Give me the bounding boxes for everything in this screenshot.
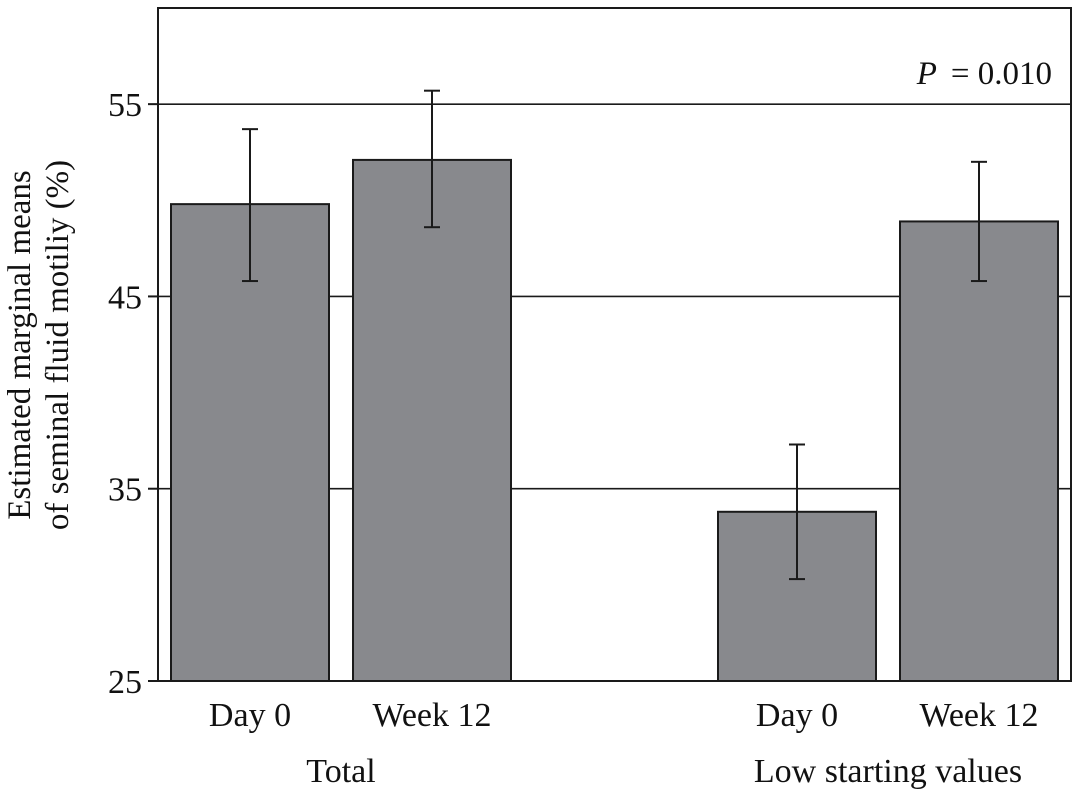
y-tick-label-25: 25 (108, 664, 142, 701)
bars (170, 158, 1059, 683)
y-axis-ticks: 25 35 45 55 (108, 87, 158, 701)
category-label-1-1: Week 12 (919, 697, 1038, 734)
category-label-0-0: Day 0 (209, 697, 291, 734)
bar-0-0 (170, 203, 330, 682)
y-tick-label-35: 35 (108, 472, 142, 509)
category-label-1-0: Day 0 (756, 697, 838, 734)
p-value-annotation: P = 0.010 (916, 56, 1052, 92)
bar-1-1 (899, 220, 1059, 683)
p-value-number: = 0.010 (951, 56, 1052, 92)
y-axis-title-line-1: Estimated marginal means (2, 170, 38, 519)
x-axis-labels: Day 0 Week 12 Total Day 0 Week 12 Low startin… (209, 697, 1039, 790)
group-label-1: Low starting values (754, 753, 1022, 790)
y-axis-title-line-2: of seminal fluid motiliy (%) (40, 160, 76, 530)
y-tick-label-55: 55 (108, 87, 142, 124)
error-bars (242, 89, 987, 581)
y-tick-label-45: 45 (108, 279, 142, 316)
plot-frame (157, 7, 1072, 682)
p-value-symbol: P (916, 56, 937, 92)
group-label-0: Total (306, 753, 375, 790)
category-label-0-1: Week 12 (372, 697, 491, 734)
bar-0-1 (352, 158, 512, 683)
